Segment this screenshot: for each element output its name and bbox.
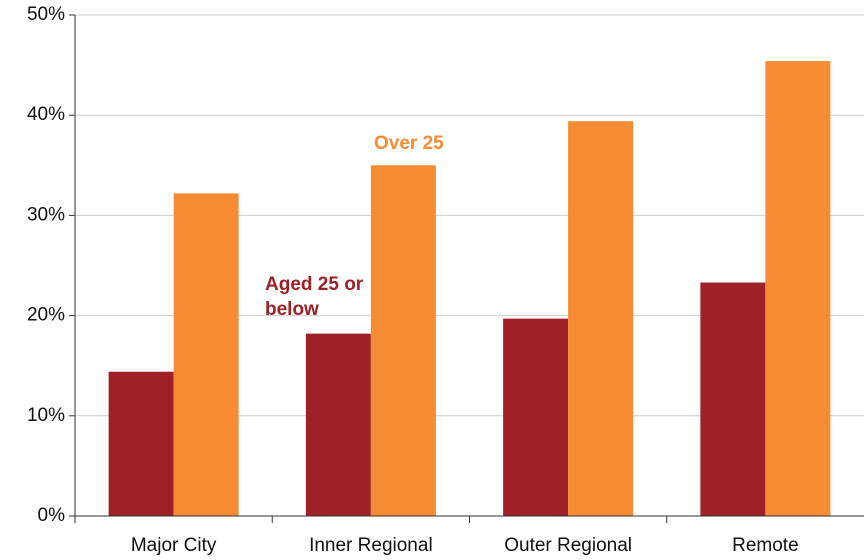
legend-label: Aged 25 or below <box>265 274 364 320</box>
bar <box>568 121 634 516</box>
bar <box>700 282 766 516</box>
bar <box>765 61 831 516</box>
bar <box>108 371 174 516</box>
bar <box>370 165 436 517</box>
y-tick-label: 0% <box>38 505 66 526</box>
x-tick-label: Inner Regional <box>309 535 433 556</box>
legend-label: Over 25 <box>374 133 444 154</box>
y-tick-label: 10% <box>27 405 65 426</box>
x-tick-label: Remote <box>732 535 799 556</box>
bar <box>305 333 371 516</box>
y-tick-label: 40% <box>27 104 65 125</box>
bar <box>503 318 569 516</box>
bar <box>173 193 239 516</box>
y-tick-label: 50% <box>27 4 65 25</box>
x-tick-label: Major City <box>131 535 217 556</box>
y-tick-label: 30% <box>27 204 65 225</box>
y-tick-label: 20% <box>27 305 65 326</box>
x-tick-label: Outer Regional <box>504 535 632 556</box>
